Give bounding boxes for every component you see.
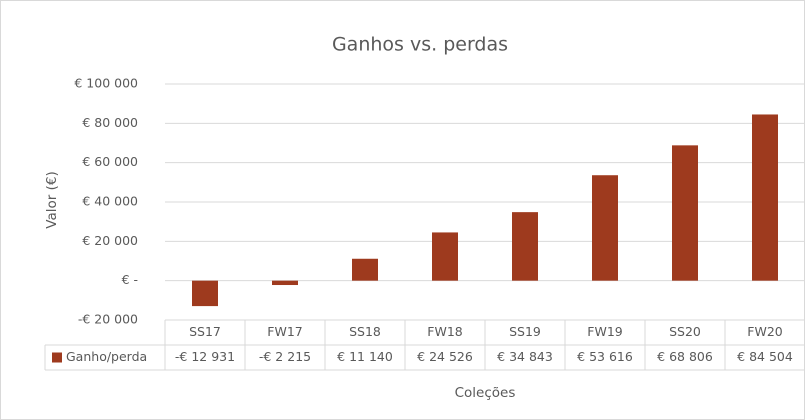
table-value: € 24 526 — [417, 349, 473, 364]
x-tick-label: FW20 — [747, 324, 783, 339]
table-value: -€ 12 931 — [175, 349, 235, 364]
bar — [512, 212, 538, 281]
x-tick-label: SS17 — [189, 324, 221, 339]
bar — [592, 175, 618, 281]
table-value: € 11 140 — [337, 349, 393, 364]
x-axis-title: Coleções — [455, 385, 516, 401]
x-tick-label: SS20 — [669, 324, 701, 339]
y-tick-label: € 100 000 — [74, 76, 138, 91]
x-tick-label: FW18 — [427, 324, 463, 339]
bar — [272, 280, 298, 286]
x-tick-label: SS18 — [349, 324, 381, 339]
y-tick-label: € 20 000 — [82, 233, 138, 248]
bar — [672, 145, 698, 281]
table-value: € 68 806 — [657, 349, 713, 364]
legend-key — [52, 352, 62, 363]
x-tick-label: FW19 — [587, 324, 623, 339]
table-value: € 34 843 — [497, 349, 553, 364]
y-tick-label: € 60 000 — [82, 154, 138, 169]
x-tick-label: SS19 — [509, 324, 541, 339]
table-value: -€ 2 215 — [259, 349, 311, 364]
legend-label: Ganho/perda — [66, 349, 147, 364]
bar — [432, 232, 458, 281]
table-value: € 84 504 — [737, 349, 793, 364]
y-tick-label: -€ 20 000 — [78, 312, 138, 327]
bar — [352, 258, 378, 281]
bar — [752, 114, 778, 281]
y-axis-title: Valor (€) — [44, 171, 60, 228]
y-tick-label: € 80 000 — [82, 115, 138, 130]
x-tick-label: FW17 — [267, 324, 302, 339]
y-tick-label: € 40 000 — [82, 194, 138, 209]
chart-title: Ganhos vs. perdas — [332, 34, 508, 56]
bar — [192, 280, 218, 307]
y-tick-label: € - — [122, 272, 138, 287]
table-value: € 53 616 — [577, 349, 633, 364]
